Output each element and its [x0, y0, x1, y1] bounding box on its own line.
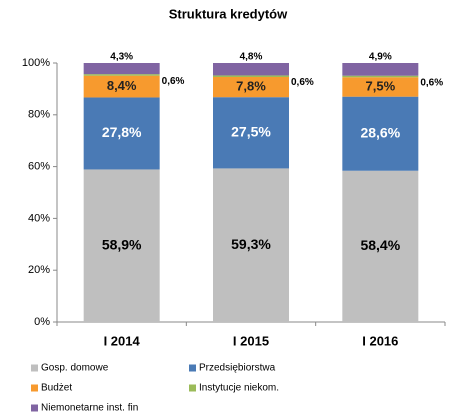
data-label: 4,3% [110, 52, 133, 63]
y-tick-label: 20% [28, 264, 50, 276]
bar-segment [83, 97, 160, 170]
legend-label: Niemonetarne inst. fin [41, 403, 138, 414]
x-tick-label: I 2015 [233, 333, 269, 348]
data-label: 27,5% [231, 124, 271, 140]
legend-swatch [189, 384, 196, 392]
legend-label: Przedsiębiorstwa [199, 363, 276, 374]
bar-segment [213, 97, 289, 169]
data-label: 4,8% [240, 52, 263, 63]
chart-title: Struktura kredytów [169, 6, 288, 21]
bar-segment [342, 170, 419, 322]
x-tick-label: I 2014 [104, 333, 141, 348]
bar-segment [342, 63, 419, 76]
y-tick-label: 0% [34, 316, 50, 328]
legend-swatch [31, 364, 38, 372]
bar-segment [83, 74, 160, 76]
data-label: 0,6% [420, 77, 443, 88]
legend-swatch [31, 404, 38, 412]
bar-segment [83, 63, 160, 75]
bar-segment [83, 75, 160, 98]
data-label: 7,5% [366, 78, 396, 93]
legend-label: Budżet [41, 383, 72, 394]
bar-segment [342, 75, 419, 78]
y-tick-label: 60% [28, 161, 50, 173]
bar-segment [342, 96, 419, 171]
data-label: 59,3% [231, 236, 271, 252]
x-tick-label: I 2016 [362, 333, 398, 348]
y-tick-label: 100% [22, 57, 50, 69]
data-label: 4,9% [369, 52, 392, 63]
legend-swatch [31, 384, 38, 392]
bar-segment [213, 76, 289, 98]
bar-segment [342, 77, 419, 97]
data-label: 28,6% [360, 124, 400, 140]
bar-segment [83, 169, 160, 322]
data-label: 0,6% [291, 77, 314, 88]
data-label: 27,8% [102, 124, 142, 140]
y-tick-label: 40% [28, 212, 50, 224]
bar-segment [213, 63, 289, 76]
legend-swatch [189, 364, 196, 372]
y-tick-label: 80% [28, 109, 50, 121]
data-label: 58,4% [360, 237, 400, 253]
legend-label: Gosp. domowe [41, 363, 109, 374]
bar-segment [213, 75, 289, 77]
data-label: 8,4% [107, 78, 137, 93]
data-label: 0,6% [162, 76, 185, 87]
bar-segment [213, 168, 289, 322]
legend-label: Instytucje niekom. [199, 383, 279, 394]
data-label: 7,8% [236, 79, 266, 94]
data-label: 58,9% [102, 236, 142, 252]
